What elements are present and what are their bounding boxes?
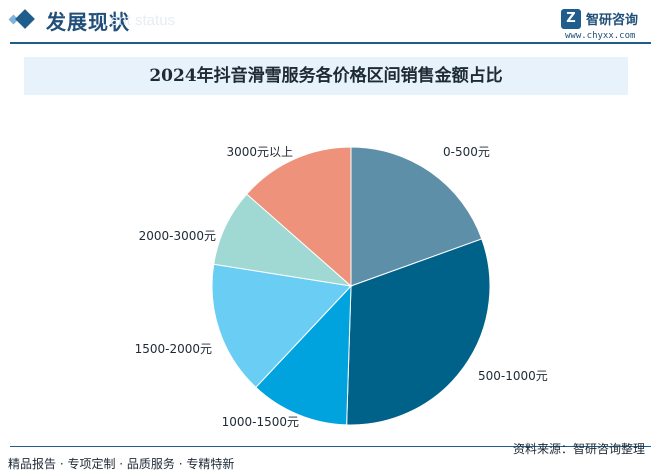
section-title: 发展现状 <box>46 10 130 34</box>
chart-title: 2024年抖音滑雪服务各价格区间销售金额占比 <box>24 57 628 95</box>
header-divider <box>10 42 651 44</box>
logo-icon: Z <box>561 9 581 29</box>
pie-slice-2 <box>255 284 352 426</box>
pie-slice-4 <box>213 193 353 287</box>
footer-tagline: 精品报告 · 专项定制 · 品质服务 · 专精特新 <box>8 457 235 471</box>
footer-divider <box>10 446 651 447</box>
section-subtitle: ent status <box>110 12 176 29</box>
slice-label-0: 0-500元 <box>443 145 490 159</box>
pie-slice-1 <box>346 238 491 426</box>
slice-label-1: 500-1000元 <box>478 369 548 383</box>
slice-label-5: 3000元以上 <box>226 145 293 159</box>
page-footer: 资料来源：智研咨询整理 精品报告 · 专项定制 · 品质服务 · 专精特新 <box>0 442 655 476</box>
pie-slice-0 <box>350 146 483 287</box>
source-note: 资料来源：智研咨询整理 <box>512 442 645 456</box>
pie-slice-3 <box>211 263 353 389</box>
logo-url: www.chyxx.com <box>565 31 636 41</box>
brand-logo: Z 智研咨询 www.chyxx.com <box>561 8 651 41</box>
pie-chart: 0-500元 500-1000元 1000-1500元 1500-2000元 2000-… <box>135 145 548 429</box>
logo-name: 智研咨询 <box>586 13 639 28</box>
slice-label-2: 1000-1500元 <box>222 415 299 429</box>
slice-label-3: 1500-2000元 <box>135 342 212 356</box>
slice-label-4: 2000-3000元 <box>139 229 216 243</box>
diamond-icon <box>15 9 35 29</box>
section-header: 发展现状 ent status Z 智研咨询 www.chyxx.com <box>0 0 655 44</box>
pie-slice-5 <box>246 146 352 288</box>
